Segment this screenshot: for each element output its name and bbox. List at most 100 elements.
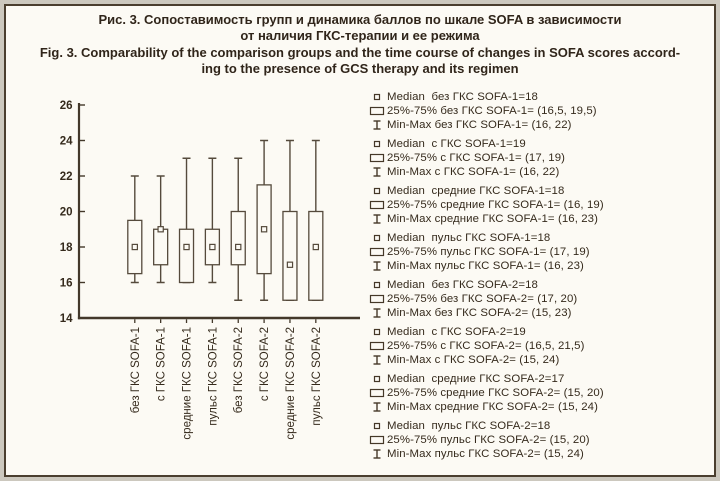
legend-item: Median с ГКС SOFA-2=19 bbox=[366, 325, 706, 339]
legend-item: Min-Max с ГКС SOFA-2= (15, 24) bbox=[366, 353, 706, 367]
quartile-box-icon bbox=[366, 340, 387, 352]
legend-item-label: Min-Max пульс ГКС SOFA-2= (15, 24) bbox=[387, 448, 584, 460]
y-tick-label: 24 bbox=[60, 136, 73, 148]
legend-item: Median пульс ГКС SOFA-1=18 bbox=[366, 231, 706, 245]
legend-item: 25%-75% пульс ГКС SOFA-2= (15, 20) bbox=[366, 433, 706, 447]
legend-item: Min-Max с ГКС SOFA-1= (16, 22) bbox=[366, 165, 706, 179]
quartile-box-icon bbox=[366, 434, 387, 446]
legend-item: Median средние ГКС SOFA-2=17 bbox=[366, 372, 706, 386]
legend-item-label: Median с ГКС SOFA-1=19 bbox=[387, 138, 526, 150]
y-tick-label: 16 bbox=[60, 278, 73, 290]
median-marker bbox=[157, 226, 164, 233]
x-category-label: без ГКС SOFA-2 bbox=[233, 327, 245, 413]
legend-item-label: 25%-75% средние ГКС SOFA-1= (16, 19) bbox=[387, 199, 604, 211]
quartile-box-icon bbox=[366, 387, 387, 399]
y-tick-label: 18 bbox=[60, 242, 73, 254]
min-max-whisker-icon bbox=[366, 401, 387, 413]
legend-item: 25%-75% средние ГКС SOFA-2= (15, 20) bbox=[366, 386, 706, 400]
x-category-label: средние ГКС SOFA-2 bbox=[285, 327, 297, 440]
legend-item-label: 25%-75% без ГКС SOFA-1= (16,5, 19,5) bbox=[387, 105, 597, 117]
min-max-whisker-icon bbox=[366, 307, 387, 319]
legend-item-label: Min-Max без ГКС SOFA-2= (15, 23) bbox=[387, 307, 572, 319]
median-square-icon bbox=[366, 326, 387, 338]
legend-group: Median с ГКС SOFA-1=19 25%-75% с ГКС SOFA… bbox=[366, 137, 706, 179]
x-category-label: с ГКС SOFA-1 bbox=[156, 327, 168, 401]
x-category-label: пульс ГКС SOFA-2 bbox=[311, 327, 323, 426]
legend-item: Median с ГКС SOFA-1=19 bbox=[366, 137, 706, 151]
legend-item: Min-Max пульс ГКС SOFA-1= (16, 23) bbox=[366, 259, 706, 273]
legend-item-label: Median пульс ГКС SOFA-1=18 bbox=[387, 232, 551, 244]
quartile-box-icon bbox=[366, 246, 387, 258]
legend-group: Median без ГКС SOFA-1=18 25%-75% без ГКС … bbox=[366, 90, 706, 132]
quartile-box-icon bbox=[366, 199, 387, 211]
y-tick-label: 22 bbox=[60, 171, 73, 183]
legend-item: Median пульс ГКС SOFA-2=18 bbox=[366, 419, 706, 433]
legend-item: Min-Max без ГКС SOFA-2= (15, 23) bbox=[366, 306, 706, 320]
x-category-label: средние ГКС SOFA-1 bbox=[182, 327, 194, 440]
legend-item: Median без ГКС SOFA-2=18 bbox=[366, 278, 706, 292]
legend-item-label: Min-Max средние ГКС SOFA-2= (15, 24) bbox=[387, 401, 598, 413]
iqr-box bbox=[282, 210, 298, 301]
legend-item: 25%-75% без ГКС SOFA-2= (17, 20) bbox=[366, 292, 706, 306]
legend-item-label: Median с ГКС SOFA-2=19 bbox=[387, 326, 526, 338]
legend-item-label: Min-Max с ГКС SOFA-1= (16, 22) bbox=[387, 166, 560, 178]
iqr-box bbox=[308, 210, 324, 301]
legend-item-label: 25%-75% средние ГКС SOFA-2= (15, 20) bbox=[387, 387, 604, 399]
legend-group: Median без ГКС SOFA-2=18 25%-75% без ГКС … bbox=[366, 278, 706, 320]
median-marker bbox=[209, 243, 216, 251]
legend-item: 25%-75% с ГКС SOFA-2= (16,5, 21,5) bbox=[366, 339, 706, 353]
y-tick-label: 14 bbox=[60, 313, 73, 325]
legend-item-label: 25%-75% с ГКС SOFA-2= (16,5, 21,5) bbox=[387, 340, 585, 352]
median-square-icon bbox=[366, 185, 387, 197]
median-square-icon bbox=[366, 91, 387, 103]
legend-item: Min-Max средние ГКС SOFA-1= (16, 23) bbox=[366, 212, 706, 226]
legend-item: Min-Max средние ГКС SOFA-2= (15, 24) bbox=[366, 400, 706, 414]
legend-group: Median средние ГКС SOFA-1=18 25%-75% сред… bbox=[366, 184, 706, 226]
chart-legend: Median без ГКС SOFA-1=18 25%-75% без ГКС … bbox=[366, 90, 706, 466]
figure-frame: Рис. 3. Сопоставимость групп и динамика … bbox=[4, 4, 716, 477]
legend-group: Median пульс ГКС SOFA-2=18 25%-75% пульс … bbox=[366, 419, 706, 461]
figure-caption: Рис. 3. Сопоставимость групп и динамика … bbox=[6, 6, 714, 77]
min-max-whisker-icon bbox=[366, 448, 387, 460]
quartile-box-icon bbox=[366, 293, 387, 305]
legend-item-label: Min-Max пульс ГКС SOFA-1= (16, 23) bbox=[387, 260, 584, 272]
median-marker bbox=[286, 261, 294, 268]
min-max-whisker-icon bbox=[366, 166, 387, 178]
iqr-box bbox=[178, 228, 195, 284]
iqr-box bbox=[153, 228, 169, 266]
legend-item-label: Min-Max без ГКС SOFA-1= (16, 22) bbox=[387, 119, 572, 131]
median-marker bbox=[131, 243, 138, 251]
caption-en-line1: Fig. 3. Comparability of the comparison … bbox=[39, 44, 681, 60]
legend-item-label: Median пульс ГКС SOFA-2=18 bbox=[387, 420, 551, 432]
median-square-icon bbox=[366, 279, 387, 291]
legend-item-label: Median без ГКС SOFA-1=18 bbox=[387, 91, 538, 103]
legend-item: 25%-75% пульс ГКС SOFA-1= (17, 19) bbox=[366, 245, 706, 259]
median-square-icon bbox=[366, 420, 387, 432]
legend-item: Median средние ГКС SOFA-1=18 bbox=[366, 184, 706, 198]
legend-group: Median с ГКС SOFA-2=19 25%-75% с ГКС SOFA… bbox=[366, 325, 706, 367]
legend-item-label: Min-Max средние ГКС SOFA-1= (16, 23) bbox=[387, 213, 598, 225]
median-marker bbox=[235, 243, 242, 251]
legend-item: Min-Max без ГКС SOFA-1= (16, 22) bbox=[366, 118, 706, 132]
legend-group: Median средние ГКС SOFA-2=17 25%-75% сред… bbox=[366, 372, 706, 414]
legend-item-label: Min-Max с ГКС SOFA-2= (15, 24) bbox=[387, 354, 560, 366]
legend-item: Min-Max пульс ГКС SOFA-2= (15, 24) bbox=[366, 447, 706, 461]
boxplot-chart: 14 16 18 20 22 24 26 без ГКС SOFA-1 с ГКС SOFA-1… bbox=[60, 100, 360, 440]
min-max-whisker-icon bbox=[366, 119, 387, 131]
min-max-whisker-icon bbox=[366, 213, 387, 225]
legend-item: 25%-75% с ГКС SOFA-1= (17, 19) bbox=[366, 151, 706, 165]
caption-ru-line1: Рис. 3. Сопоставимость групп и динамика … bbox=[98, 12, 622, 27]
legend-item: 25%-75% без ГКС SOFA-1= (16,5, 19,5) bbox=[366, 104, 706, 118]
legend-item-label: 25%-75% с ГКС SOFA-1= (17, 19) bbox=[387, 152, 566, 164]
x-category-label: с ГКС SOFA-2 bbox=[259, 327, 271, 401]
median-square-icon bbox=[366, 373, 387, 385]
quartile-box-icon bbox=[366, 105, 387, 117]
legend-item-label: 25%-75% без ГКС SOFA-2= (17, 20) bbox=[387, 293, 578, 305]
median-square-icon bbox=[366, 232, 387, 244]
median-marker bbox=[312, 243, 320, 251]
caption-en-line2: ing to the presence of GCS therapy and i… bbox=[201, 60, 519, 76]
y-tick-label: 26 bbox=[60, 100, 73, 112]
quartile-box-icon bbox=[366, 152, 387, 164]
iqr-box bbox=[230, 210, 246, 266]
